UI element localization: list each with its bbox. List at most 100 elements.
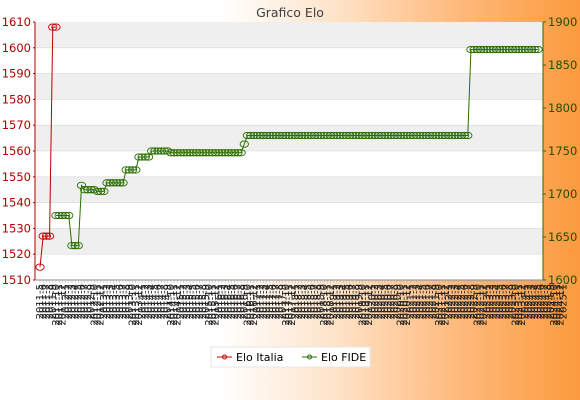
x-tick-label: 2018-11 [322, 284, 333, 326]
x-tick-label: 2015-12 [211, 284, 222, 326]
data-point [252, 131, 262, 140]
x-tick-label: 2013-2 [102, 284, 113, 319]
data-point [367, 131, 377, 140]
x-tick-label: 2021-3 [412, 284, 423, 319]
data-point [83, 186, 93, 194]
x-tick-label: 2022-12 [479, 284, 490, 326]
x-tick-label: 2012-4 [70, 284, 81, 319]
left-tick-label: 1530 [2, 221, 31, 235]
x-tick-label: 2023-11 [514, 284, 525, 326]
x-tick-label: 2011-8 [45, 284, 56, 319]
x-tick-label: 2013-10 [128, 284, 139, 326]
x-tick-label: 2022-10 [472, 284, 483, 326]
x-tick-label: 2024-5 [533, 284, 544, 319]
left-tick-label: 1610 [2, 15, 31, 29]
data-point [249, 131, 259, 140]
data-point [376, 131, 387, 140]
data-point [92, 187, 103, 196]
x-tick-label: 2024-10 [549, 284, 560, 326]
x-tick-label: 2011-12 [57, 284, 68, 326]
x-tick-label: 2011-9 [48, 284, 59, 319]
data-point [405, 131, 415, 140]
data-point [322, 131, 332, 140]
data-point [166, 149, 176, 157]
x-tick-label: 2020-1 [367, 284, 378, 319]
data-point [201, 149, 211, 157]
x-tick-label: 2023-12 [517, 284, 528, 326]
data-point [357, 131, 368, 140]
data-point [48, 23, 58, 31]
x-tick-label: 2023-6 [498, 284, 509, 319]
series-elo-fide [51, 45, 543, 250]
x-tick-label: 2014-5 [150, 284, 161, 319]
data-point [383, 131, 393, 140]
x-tick-label: 2016-5 [227, 284, 238, 319]
data-point [431, 131, 441, 140]
data-point [38, 232, 48, 240]
x-tick-label: 2016-2 [217, 284, 228, 319]
x-tick-label: 2024-7 [539, 284, 550, 319]
x-tick-label: 2024-9 [546, 284, 557, 319]
x-tick-label: 2017-9 [278, 284, 289, 319]
legend-marker [222, 354, 227, 360]
x-tick-label: 2013-5 [112, 284, 123, 319]
grid-band [35, 22, 543, 48]
data-point [440, 131, 451, 140]
data-point [262, 131, 272, 140]
x-tick-label: 2021-5 [418, 284, 429, 319]
x-tick-label: 2022-1 [444, 284, 455, 319]
data-point [70, 241, 80, 250]
x-tick-label: 2024-1 [520, 284, 531, 319]
data-point [226, 149, 237, 157]
x-tick-label: 2023-7 [501, 284, 512, 319]
data-point [424, 131, 435, 140]
x-tick-label: 2022-8 [466, 284, 477, 319]
data-point [96, 187, 106, 196]
data-point [159, 147, 170, 155]
x-tick-label: 2016-7 [233, 284, 244, 319]
data-point [335, 131, 345, 140]
data-point [530, 45, 540, 54]
data-point [44, 232, 55, 240]
data-point [64, 211, 74, 220]
x-tick-label: 2016-9 [239, 284, 250, 319]
data-point [351, 131, 361, 140]
x-tick-label: 2018-12 [326, 284, 337, 326]
data-point [118, 179, 128, 187]
data-point [418, 131, 428, 140]
data-point [482, 45, 492, 54]
data-point [76, 181, 87, 190]
x-tick-label: 2018-10 [319, 284, 330, 326]
data-point [325, 131, 336, 140]
data-point [380, 131, 390, 140]
x-tick-label: 2015-6 [191, 284, 202, 319]
x-tick-label: 2020-4 [377, 284, 388, 319]
data-point [258, 131, 269, 140]
data-point [217, 149, 227, 157]
x-tick-label: 2025-1 [559, 284, 570, 319]
data-point [434, 131, 444, 140]
data-point [99, 187, 109, 196]
data-point [246, 131, 256, 140]
x-tick-label: 2014-6 [153, 284, 164, 319]
x-tick-label: 2017-1 [252, 284, 263, 319]
data-point [35, 263, 45, 271]
data-point [207, 149, 218, 157]
left-tick-label: 1520 [2, 247, 31, 261]
x-tick-label: 2013-7 [118, 284, 129, 319]
x-tick-label: 2014-9 [163, 284, 174, 319]
x-tick-label: 2023-4 [492, 284, 503, 319]
x-tick-label: 2015-5 [188, 284, 199, 319]
x-tick-label: 2013-11 [131, 284, 142, 326]
x-tick-label: 2016-12 [249, 284, 260, 326]
x-tick-label: 2019-1 [329, 284, 340, 319]
x-tick-label: 2014-8 [160, 284, 171, 319]
data-point [67, 241, 77, 250]
data-point [124, 166, 135, 174]
data-point [111, 179, 122, 187]
data-point [287, 131, 297, 140]
right-tick-label: 1900 [548, 15, 577, 29]
x-tick-label: 2024-11 [552, 284, 563, 326]
data-point [236, 149, 246, 157]
x-tick-label: 2021-11 [437, 284, 448, 326]
